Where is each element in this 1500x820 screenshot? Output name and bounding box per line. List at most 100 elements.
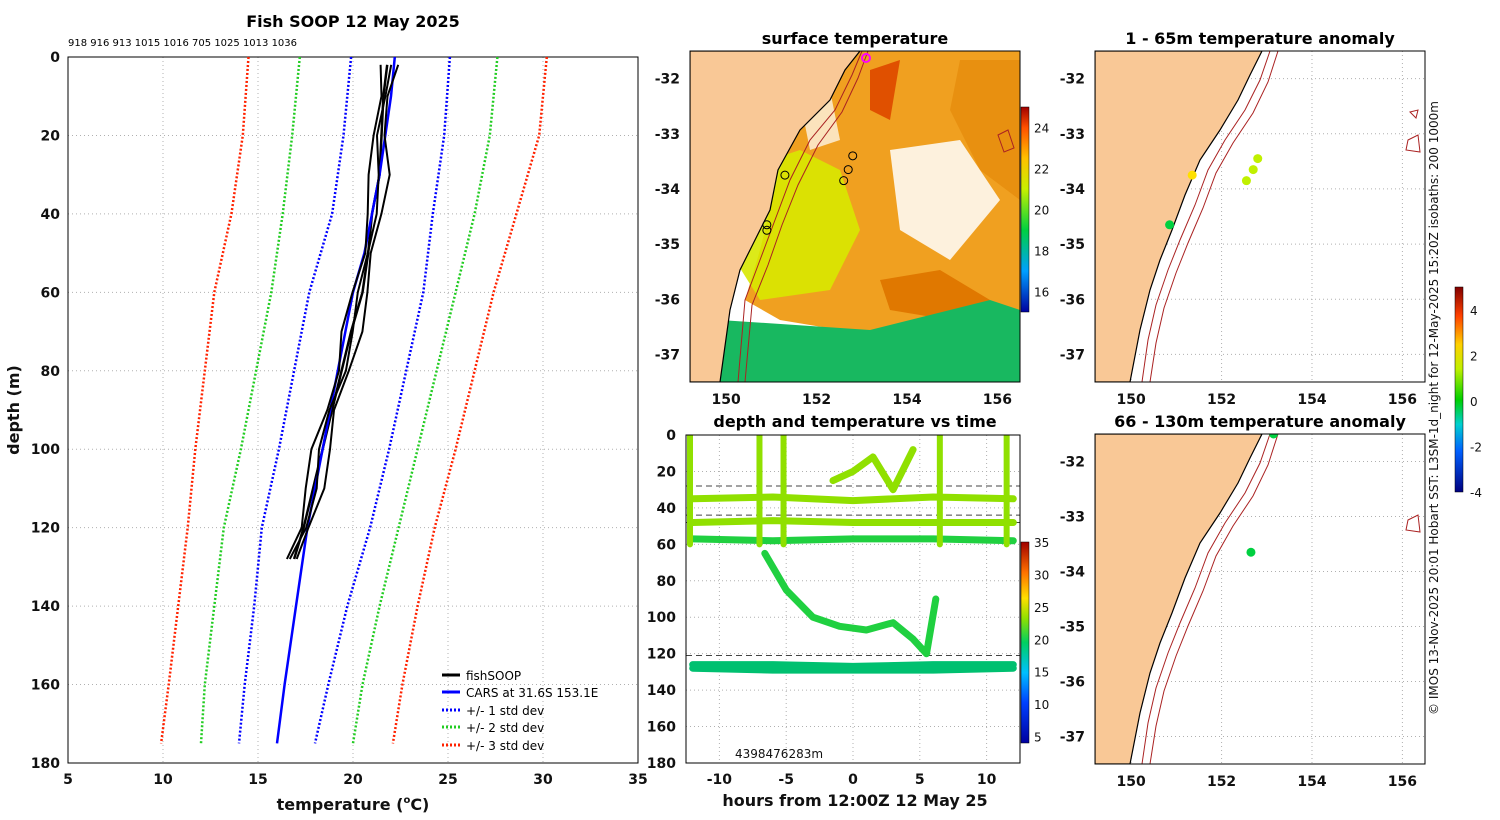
profile-panel: Fish SOOP 12 May 2025 918 916 913 1015 1… [4,12,648,814]
anomaly1-point [1165,220,1175,230]
timeseries-xtick: 10 [977,772,997,788]
profile-ytick: 60 [41,285,61,301]
profile-top-annotation: 918 916 913 1015 1016 705 1025 1013 1036 [68,38,297,49]
anomaly1-points [1165,154,1263,230]
anomaly1-point [1241,176,1251,186]
anomaly2-isobath-1000 [1149,434,1279,764]
profile-xtick: 5 [63,772,73,788]
timeseries-track [689,661,1017,670]
profile-ytick: 100 [31,442,60,458]
timeseries-ytick: 180 [647,756,676,772]
anomaly2-ytick: -34 [1060,565,1086,581]
anomaly2-xtick: 154 [1297,774,1326,790]
anomaly1-point [1253,154,1263,164]
legend-std3: +/- 3 std dev [466,739,544,753]
legend-std1: +/- 1 std dev [466,704,544,718]
anomaly1-seamount-n [1409,109,1419,119]
timeseries-colorbar-ticks: 5 10 15 20 25 30 35 [1034,536,1049,745]
sst-station [762,220,772,230]
sst-hot-core [870,60,900,120]
timeseries-colorbar-tick: 25 [1034,601,1049,615]
profile-title: Fish SOOP 12 May 2025 [246,12,460,31]
anomaly2-ytick: -32 [1060,455,1085,471]
profile-ytick: 40 [41,207,61,223]
timeseries-xtick: -5 [778,772,794,788]
profile-xlabel: temperature (oC) [277,795,430,814]
timeseries-track [689,664,1017,674]
anomaly-colorbar [1454,286,1464,493]
profile-xtick: 30 [533,772,553,788]
anomaly1-xtick: 156 [1388,392,1417,408]
sst-cool-south [720,300,1020,382]
timeseries-track [829,446,917,494]
legend-cars: CARS at 31.6S 153.1E [466,686,598,700]
profile-xtick: 25 [438,772,457,788]
anomaly1-title: 1 - 65m temperature anomaly [1125,29,1395,48]
profile-ytick: 140 [31,599,60,615]
profile-xtick: 10 [153,772,173,788]
timeseries-title: depth and temperature vs time [713,412,996,431]
sst-isobath-200 [737,51,863,382]
anomaly1-xtick: 150 [1117,392,1146,408]
anomaly2-points [1246,434,1279,557]
anomaly-colorbar-tick: -4 [1470,486,1482,500]
sst-isobath-1000 [744,51,869,382]
sst-station [839,176,849,186]
timeseries-track [689,517,1017,526]
anomaly2-xtick: 150 [1117,774,1146,790]
timeseries-colorbar-tick: 10 [1034,698,1049,712]
anomaly1-xtick: 152 [1207,392,1236,408]
sst-xtick: 150 [712,392,741,408]
anomaly2-seamount [1405,514,1421,533]
anomaly2-isobath-200 [1141,434,1271,764]
timeseries-colorbar-tick: 35 [1034,536,1049,550]
sst-xtick: 156 [983,392,1012,408]
timeseries-ytick: 40 [657,501,677,517]
timeseries-frame [685,434,1021,764]
profile-fishsoop-cast [285,64,383,560]
anomaly1-point [1248,165,1258,175]
anomaly1-isobath-200 [1141,51,1271,382]
sst-frame [689,50,1021,383]
timeseries-ytick: 140 [647,683,676,699]
anomaly1-point [1187,170,1197,180]
timeseries-ytick: 160 [647,720,676,736]
sst-seamount [997,129,1015,153]
timeseries-grid [686,434,1020,764]
profile-ticks: 5 10 15 20 25 30 35 0 20 40 60 80 100 120 140 160 180 [31,50,648,788]
timeseries-ytick: 100 [647,610,676,626]
profile-legend: fishSOOP CARS at 31.6S 153.1E +/- 1 std … [442,669,598,753]
profile-xtick: 35 [628,772,647,788]
sst-stations [762,151,858,235]
anomaly2-frame [1094,433,1426,765]
anomaly1-ytick: -36 [1060,292,1085,308]
profile-series-lower [159,56,250,744]
anomaly1-xtick: 154 [1297,392,1326,408]
anomaly1-ytick: -34 [1060,182,1086,198]
timeseries-xtick: 5 [915,772,925,788]
timeseries-colorbar-tick: 30 [1034,568,1049,582]
sst-xtick: 154 [892,392,921,408]
profile-ytick: 80 [41,364,61,380]
anomaly1-map [1095,51,1421,382]
timeseries-ytick: 120 [647,647,676,663]
timeseries-track [689,493,1017,505]
anomaly2-point [1246,547,1256,557]
sst-ytick: -36 [655,292,680,308]
timeseries-xtick: -10 [707,772,733,788]
sst-colorbar-tick: 18 [1034,245,1049,259]
sst-colorbar-tick: 24 [1034,122,1049,136]
profile-fishsoop-cast [295,64,400,560]
sst-land [690,51,861,382]
timeseries-ytick: 80 [657,574,677,590]
sst-latest-station [861,53,871,63]
sst-ytick: -32 [655,72,680,88]
timeseries-annotation: 4398476283m [735,747,823,761]
sst-ytick: -33 [655,127,680,143]
profile-xtick: 15 [248,772,267,788]
timeseries-track [761,549,940,658]
profile-ytick: 120 [31,521,60,537]
profile-series-0 [292,64,389,560]
